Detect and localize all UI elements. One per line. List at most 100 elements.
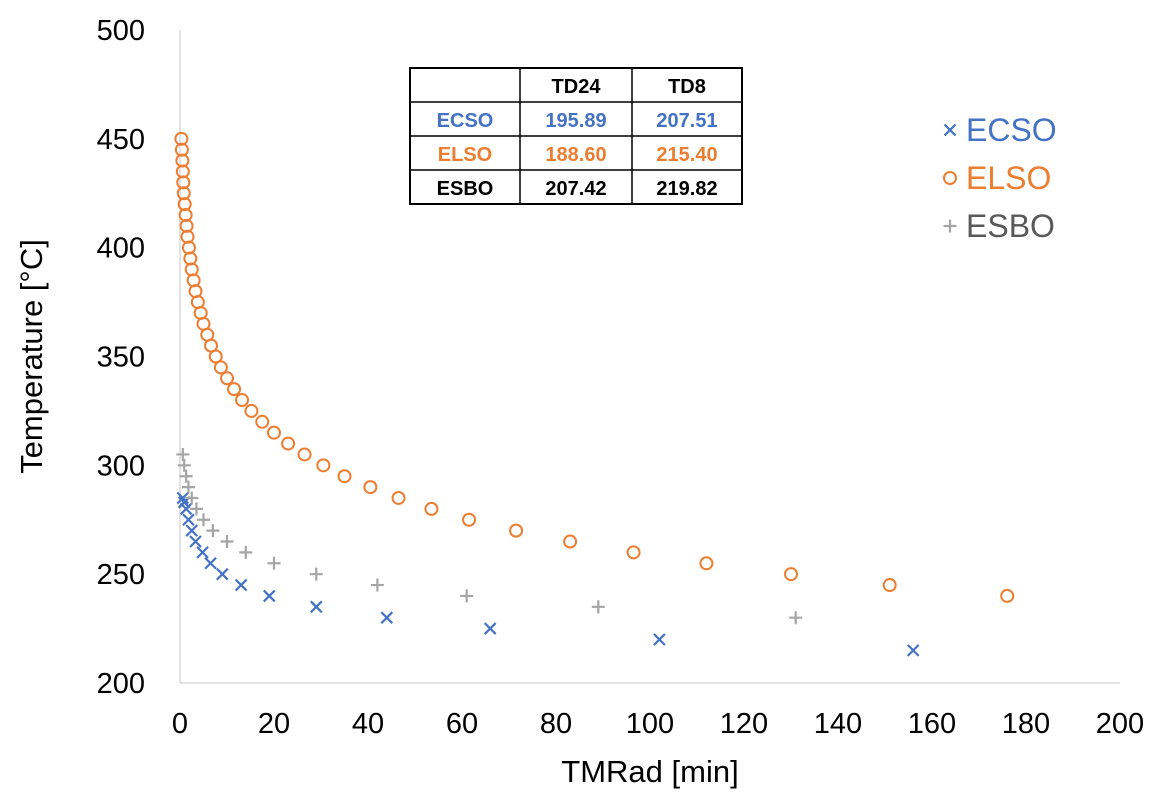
x-tick-label: 180: [1002, 708, 1050, 740]
data-point: [185, 491, 199, 505]
y-tick-label: 400: [97, 233, 145, 265]
data-point: [591, 600, 605, 614]
table-header-td8: TD8: [668, 76, 706, 98]
data-point: [483, 622, 497, 635]
data-point: [197, 513, 210, 527]
y-axis-title: Temperature [°C]: [14, 239, 49, 474]
data-point: [216, 567, 229, 581]
data-point: [177, 458, 191, 472]
legend-marker-esbo: [943, 219, 957, 233]
data-point: [263, 589, 276, 603]
table-row-label: ECSO: [437, 110, 494, 132]
data-point: [316, 458, 331, 473]
legend-label-ecso: ECSO: [966, 112, 1057, 148]
data-point: [235, 393, 250, 408]
data-point: [391, 490, 406, 505]
table-row-label: ELSO: [438, 144, 492, 166]
legend-marker-ecso: [943, 123, 957, 137]
legend-label-elso: ELSO: [966, 160, 1051, 196]
y-tick-label: 500: [97, 15, 145, 47]
x-tick-label: 80: [540, 708, 572, 740]
data-point: [363, 480, 378, 495]
data-point: [227, 382, 242, 397]
data-point: [185, 524, 199, 537]
y-tick-label: 200: [97, 668, 145, 700]
td-table: TD24 TD8 ECSO 195.89 207.51 ELSO 188.60 215.40 E…: [409, 67, 743, 205]
legend-marker-elso: [943, 171, 957, 185]
data-point: [297, 447, 312, 462]
y-tick-label: 450: [97, 124, 145, 156]
y-tick-label: 350: [97, 342, 145, 374]
data-point: [196, 546, 209, 559]
data-point: [181, 480, 195, 494]
data-point: [176, 447, 190, 461]
series-ecso: [176, 491, 920, 657]
data-point: [220, 371, 234, 386]
y-tick-label: 300: [97, 450, 145, 482]
x-tick-label: 200: [1096, 708, 1144, 740]
data-point: [182, 513, 195, 527]
data-point: [174, 142, 189, 157]
data-point: [337, 469, 352, 484]
x-tick-label: 140: [814, 708, 862, 740]
data-point: [882, 578, 897, 593]
table-cell: 207.42: [545, 178, 606, 200]
data-point: [239, 545, 253, 559]
data-point: [653, 633, 666, 646]
table-cell: 219.82: [656, 178, 717, 200]
data-point: [789, 611, 803, 625]
data-point: [563, 534, 578, 549]
data-point: [234, 578, 248, 592]
data-point: [267, 556, 281, 570]
x-tick-label: 120: [720, 708, 768, 740]
data-point: [244, 403, 259, 418]
data-point: [380, 611, 394, 624]
x-tick-label: 0: [172, 708, 188, 740]
data-point: [175, 164, 190, 179]
data-point: [509, 523, 524, 538]
data-point: [424, 501, 439, 516]
x-tick-label: 20: [258, 708, 290, 740]
data-point: [626, 545, 641, 560]
data-point: [174, 131, 189, 146]
data-point: [179, 218, 194, 233]
data-point: [281, 436, 296, 451]
table-cell: 195.89: [545, 110, 606, 132]
axes: 200 250 300 350 400 450 500 0 20 40 60 80 100 120 140 1…: [14, 15, 1144, 789]
series-esbo: [176, 447, 803, 625]
table-cell: 188.60: [545, 144, 606, 166]
legend-label-esbo: ESBO: [966, 208, 1055, 244]
series-elso: [174, 131, 1015, 603]
x-tick-label: 40: [352, 708, 384, 740]
data-point: [1000, 588, 1015, 603]
data-point: [189, 502, 203, 516]
data-point: [784, 567, 798, 582]
data-point: [309, 567, 323, 581]
data-point: [176, 186, 191, 201]
data-points: [174, 131, 1015, 657]
data-point: [255, 414, 270, 429]
x-tick-label: 160: [908, 708, 956, 740]
data-point: [220, 535, 234, 549]
x-axis-title: TMRad [min]: [561, 754, 738, 789]
data-point: [460, 589, 474, 603]
table-cell: 215.40: [656, 144, 717, 166]
y-tick-label: 250: [97, 559, 145, 591]
data-point: [178, 208, 193, 223]
data-point: [213, 360, 228, 375]
data-point: [206, 524, 220, 538]
data-point: [906, 644, 920, 657]
table-row-label: ESBO: [437, 178, 494, 200]
data-point: [176, 491, 190, 505]
data-point: [175, 153, 190, 168]
data-point: [204, 557, 217, 570]
table-header-td24: TD24: [552, 76, 602, 98]
data-point: [176, 175, 191, 190]
data-point: [370, 578, 384, 592]
x-tick-label: 100: [626, 708, 674, 740]
data-point: [179, 502, 193, 516]
data-point: [310, 600, 323, 614]
table-cell: 207.51: [656, 110, 717, 132]
data-point: [208, 349, 223, 364]
